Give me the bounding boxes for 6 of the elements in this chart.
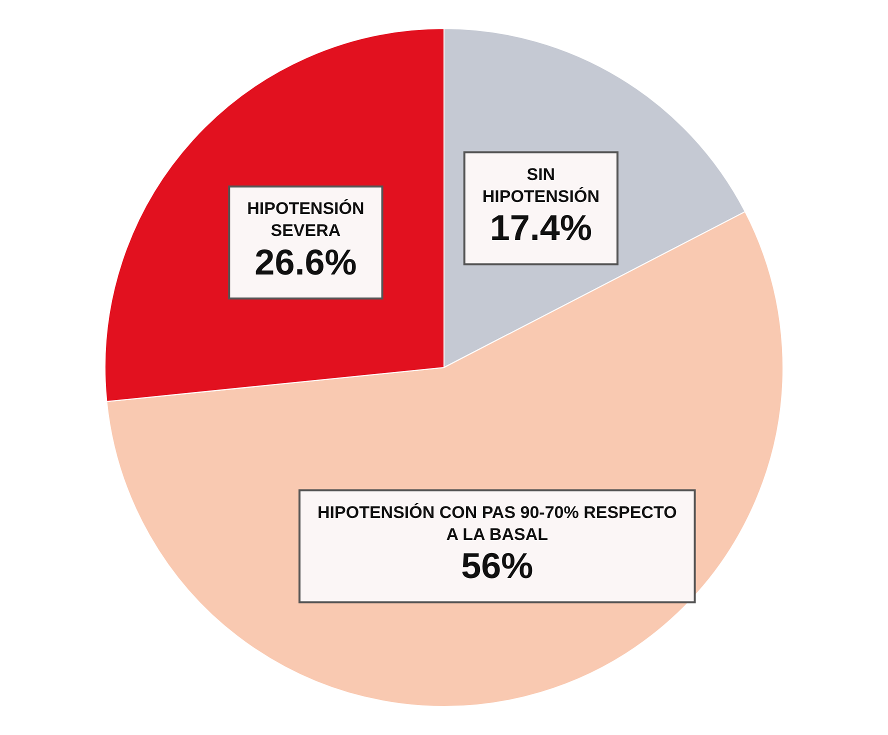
data-label: 26.6% (254, 241, 357, 282)
slice-label: HIPOTENSIÓN SEVERA (247, 198, 364, 240)
slice-label: SIN HIPOTENSIÓN (482, 164, 600, 206)
slice-label: HIPOTENSIÓN CON PAS 90-70% RESPECTO A LA BASAL (317, 502, 677, 544)
data-label: 17.4% (490, 207, 592, 248)
data-label: 56% (461, 545, 534, 586)
